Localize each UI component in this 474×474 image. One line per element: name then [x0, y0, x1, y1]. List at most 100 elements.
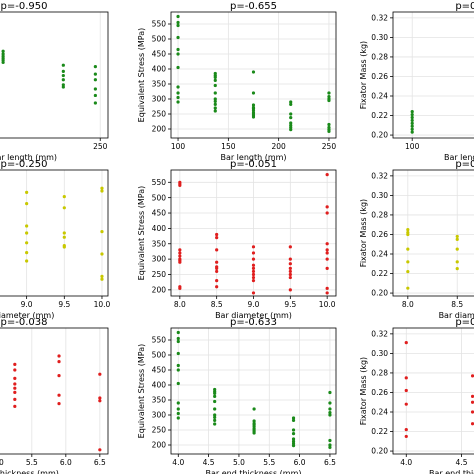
- data-point: [57, 374, 61, 378]
- plot-area: [171, 328, 336, 454]
- data-point: [406, 232, 410, 237]
- data-point: [176, 100, 180, 104]
- data-point: [213, 91, 217, 95]
- data-point: [327, 129, 331, 133]
- data-point: [288, 288, 292, 292]
- data-point: [215, 269, 219, 274]
- data-point: [288, 257, 292, 261]
- y-tick-label: 0.22: [371, 269, 388, 278]
- y-axis-label: Equivalent Stress (MPa): [137, 28, 146, 123]
- data-point: [215, 248, 219, 252]
- data-point: [93, 78, 97, 82]
- plot-area: [393, 12, 474, 138]
- data-point: [213, 407, 217, 411]
- x-tick-label: 9.0: [21, 300, 33, 309]
- data-point: [251, 275, 256, 280]
- data-point: [404, 341, 408, 345]
- x-tick-label: 9.0: [248, 300, 260, 309]
- y-tick-label: 500: [152, 35, 167, 44]
- data-point: [328, 445, 332, 449]
- data-point: [328, 401, 332, 405]
- y-tick-label: 500: [152, 193, 167, 202]
- y-tick-label: 450: [152, 50, 167, 59]
- panel-title: p=0.000: [455, 317, 474, 328]
- data-point: [176, 330, 180, 335]
- data-point: [455, 234, 459, 239]
- data-point: [178, 260, 182, 264]
- data-point: [470, 374, 474, 378]
- data-point: [1, 58, 5, 62]
- x-tick-label: 8.5: [211, 300, 223, 309]
- data-point: [25, 190, 29, 194]
- y-tick-label: 0.24: [371, 408, 388, 417]
- data-point: [288, 262, 292, 266]
- y-tick-label: 0.26: [371, 230, 388, 239]
- y-tick-label: 550: [152, 336, 167, 345]
- y-tick-label: 250: [152, 270, 167, 279]
- y-tick-label: 400: [152, 65, 167, 74]
- data-point: [57, 393, 61, 397]
- data-point: [213, 413, 217, 417]
- y-tick-label: 550: [152, 20, 167, 29]
- data-point: [213, 83, 217, 88]
- data-point: [213, 99, 217, 103]
- y-axis-label: Fixator Mass (kg): [359, 357, 368, 425]
- data-point: [213, 106, 217, 110]
- panel-r1c1: 8.0 8.5 9.0 9.5 10.0 200 250 300 350 400 450 500 550…: [137, 159, 337, 320]
- plot-area: [393, 170, 474, 296]
- data-point: [62, 206, 66, 210]
- data-point: [61, 78, 65, 82]
- data-point: [213, 109, 217, 113]
- data-point: [410, 130, 414, 134]
- data-point: [251, 91, 256, 95]
- data-point: [176, 23, 180, 28]
- data-point: [176, 407, 180, 411]
- data-point: [93, 72, 97, 76]
- panel-title: p=-0.950: [1, 1, 48, 12]
- data-point: [410, 121, 414, 125]
- data-point: [251, 245, 256, 249]
- data-point: [325, 205, 329, 209]
- data-point: [288, 272, 292, 277]
- y-tick-label: 0.28: [371, 211, 388, 220]
- data-point: [327, 122, 331, 127]
- data-point: [100, 277, 104, 281]
- data-point: [406, 247, 410, 251]
- data-point: [176, 351, 180, 356]
- data-point: [25, 251, 29, 255]
- data-point: [176, 416, 180, 420]
- data-point: [410, 124, 414, 128]
- data-point: [291, 418, 296, 422]
- data-point: [291, 428, 296, 432]
- x-tick-label: 5.5: [26, 458, 38, 467]
- panel-r1c0: 9.0 9.5 10.0 p=-0.250 diameter (mm): [0, 159, 111, 320]
- data-point: [25, 224, 29, 228]
- data-point: [176, 35, 180, 40]
- data-point: [291, 416, 296, 420]
- data-point: [98, 396, 102, 400]
- data-point: [13, 404, 17, 408]
- y-tick-label: 550: [152, 178, 167, 187]
- panel-title: p=-0.250: [1, 159, 48, 170]
- data-point: [291, 432, 296, 436]
- data-point: [325, 291, 329, 295]
- data-point: [406, 260, 410, 264]
- data-point: [327, 95, 331, 99]
- x-tick-label: 10.0: [94, 300, 111, 309]
- data-point: [213, 97, 217, 101]
- panel-r2c2: 4.04.55.00.200.220.240.260.280.300.32p=0…: [359, 317, 474, 474]
- x-tick-label: 6.5: [324, 458, 336, 467]
- x-tick-label: 250: [93, 142, 108, 151]
- plot-area: [0, 328, 108, 454]
- x-axis-label: diameter (mm): [0, 311, 54, 320]
- y-tick-label: 350: [152, 239, 167, 248]
- data-point: [176, 411, 180, 416]
- panel-r1c2: 8.0 8.5 0.20 0.22 0.24 0.26 0.28 0.30 0.32 p=0.00…: [359, 159, 474, 320]
- data-point: [13, 386, 17, 390]
- data-point: [404, 402, 408, 406]
- data-point: [62, 245, 66, 249]
- data-point: [328, 411, 332, 415]
- data-point: [325, 257, 329, 261]
- data-point: [252, 431, 256, 435]
